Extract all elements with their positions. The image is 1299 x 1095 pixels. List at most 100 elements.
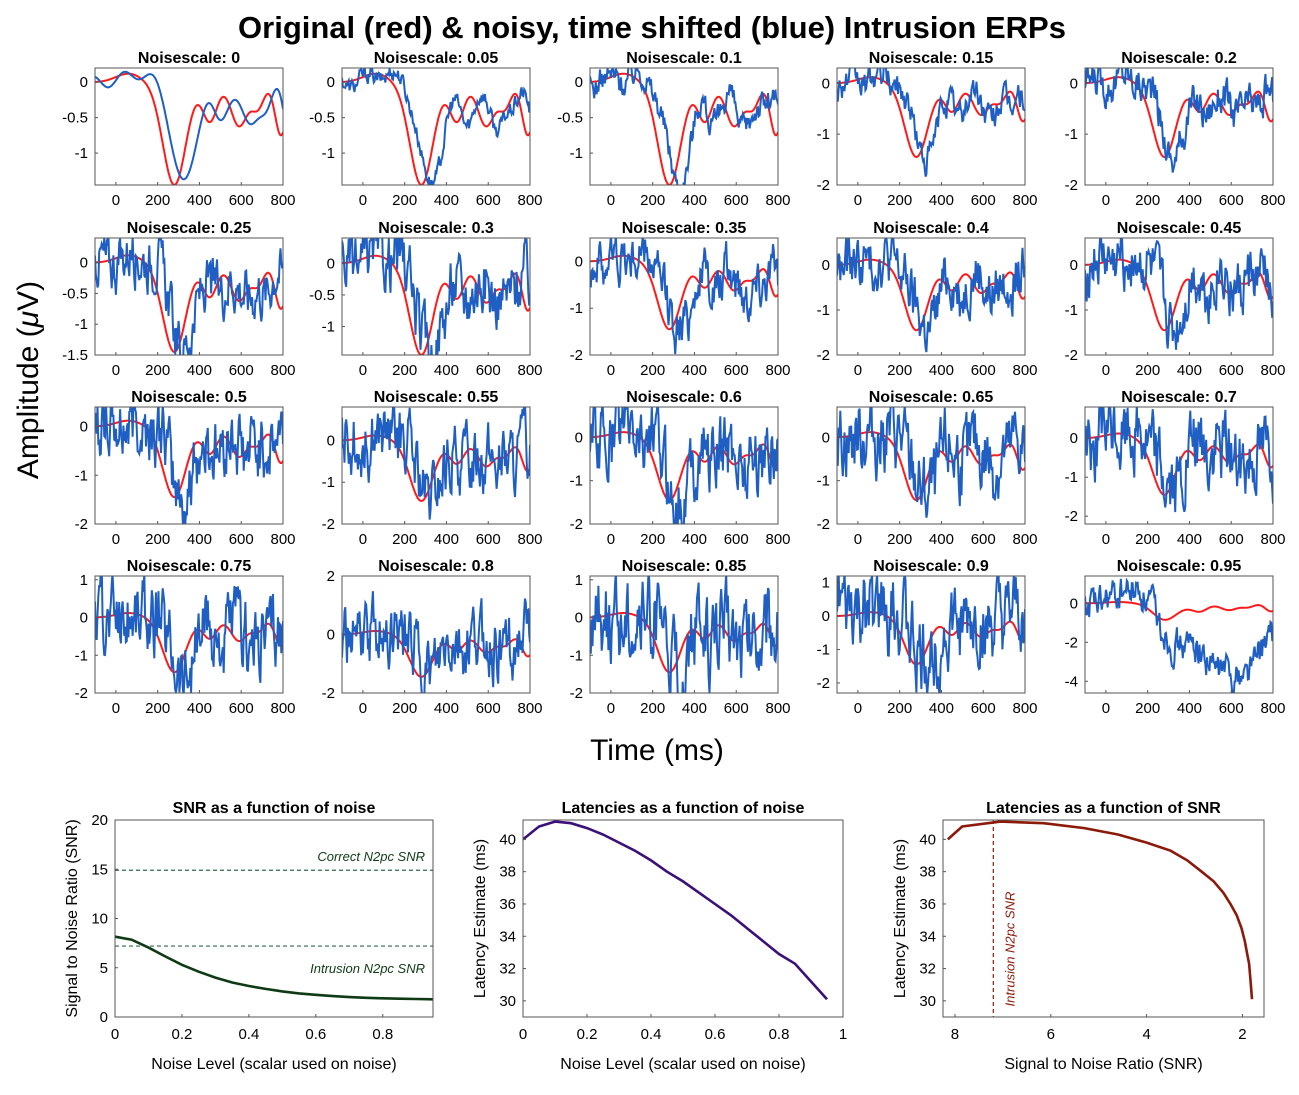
y-tick-label: -1.5 xyxy=(62,347,88,364)
x-tick-label: 800 xyxy=(1260,700,1285,717)
erp-panel: Noisescale: 0.25 0 200 400 600 800 0 -0.5 -1 -1.5 xyxy=(62,220,295,379)
y-tick-label: 10 xyxy=(91,911,108,928)
y-tick-label: -1 xyxy=(817,302,830,319)
x-tick-label: 0.8 xyxy=(769,1026,790,1043)
y-tick-label: 15 xyxy=(91,861,108,878)
y-tick-label: 0 xyxy=(80,255,88,272)
x-tick-label: 800 xyxy=(517,362,542,379)
erp-panel-title: Noisescale: 0 xyxy=(138,50,240,67)
x-tick-label: 200 xyxy=(392,362,417,379)
x-tick-label: 200 xyxy=(640,700,665,717)
erp-panel: Noisescale: 0.8 0 200 400 600 800 2 0 -2 xyxy=(322,558,543,717)
x-tick-label: 0 xyxy=(111,1026,119,1043)
erp-panel: Noisescale: 0.55 0 200 400 600 800 0 -1 -2 xyxy=(322,389,543,548)
x-tick-label: 600 xyxy=(476,531,501,548)
y-tick-label: 36 xyxy=(919,896,936,913)
x-tick-label: 0 xyxy=(854,362,862,379)
erp-panel: Noisescale: 0.7 0 200 400 600 800 0 -1 -2 xyxy=(1065,389,1286,548)
x-tick-label: 600 xyxy=(971,362,996,379)
x-tick-label: 200 xyxy=(145,531,170,548)
x-tick-label: 800 xyxy=(517,700,542,717)
erp-series-noisy xyxy=(590,407,778,524)
y-tick-label: 1 xyxy=(575,572,583,589)
erp-panel-title: Noisescale: 0.2 xyxy=(1121,50,1237,67)
summary-chart-frame xyxy=(942,819,1265,1018)
y-tick-label: 0 xyxy=(100,1009,108,1026)
y-tick-label: -1 xyxy=(75,316,88,333)
erp-panel-title: Noisescale: 0.3 xyxy=(378,220,494,237)
x-tick-label: 600 xyxy=(724,192,749,209)
x-tick-label: 0.4 xyxy=(641,1026,662,1043)
x-tick-label: 6 xyxy=(1047,1026,1055,1043)
erp-panel: Noisescale: 0.6 0 200 400 600 800 0 -1 -2 xyxy=(570,389,791,548)
erp-panel-title: Noisescale: 0.35 xyxy=(622,220,747,237)
x-tick-label: 800 xyxy=(765,700,790,717)
erp-panel-title: Noisescale: 0.6 xyxy=(626,389,742,406)
erp-panel-frame xyxy=(836,237,1026,356)
y-tick-label: -2 xyxy=(817,675,830,692)
x-tick-label: 1 xyxy=(839,1026,847,1043)
x-tick-label: 0.8 xyxy=(372,1026,393,1043)
y-tick-label: 0 xyxy=(327,432,335,449)
erp-series-noisy xyxy=(837,68,1025,177)
y-tick-label: -1 xyxy=(322,145,335,162)
x-tick-label: 600 xyxy=(229,531,254,548)
y-tick-label: 40 xyxy=(919,831,936,848)
y-tick-label: 32 xyxy=(499,961,516,978)
y-tick-label: 0 xyxy=(822,608,830,625)
figure-y-label: Amplitude (μV) xyxy=(12,281,45,479)
x-tick-label: 400 xyxy=(187,531,212,548)
x-tick-label: 200 xyxy=(145,192,170,209)
x-tick-label: 0 xyxy=(1102,700,1110,717)
x-tick-label: 0 xyxy=(112,700,120,717)
x-tick-label: 0.2 xyxy=(172,1026,193,1043)
x-tick-label: 0 xyxy=(359,192,367,209)
y-tick-label: -2 xyxy=(1065,508,1078,525)
x-tick-label: 400 xyxy=(434,192,459,209)
reference-line-label: Correct N2pc SNR xyxy=(317,849,425,864)
y-tick-label: 0 xyxy=(1070,430,1078,447)
x-tick-label: 600 xyxy=(724,700,749,717)
x-tick-label: 400 xyxy=(929,700,954,717)
x-tick-label: 200 xyxy=(887,700,912,717)
x-tick-label: 0 xyxy=(359,700,367,717)
summary-chart-frame xyxy=(522,819,844,1018)
y-tick-label: 5 xyxy=(100,960,108,977)
x-tick-label: 0 xyxy=(112,531,120,548)
y-tick-label: -1 xyxy=(570,145,583,162)
y-tick-label: -1 xyxy=(817,126,830,143)
erp-panel: Noisescale: 0.2 0 200 400 600 800 0 -1 -2 xyxy=(1065,50,1286,209)
y-tick-label: -2 xyxy=(75,685,88,702)
y-tick-label: 0 xyxy=(822,257,830,274)
y-tick-label: 32 xyxy=(919,961,936,978)
erp-panel-title: Noisescale: 0.7 xyxy=(1121,389,1237,406)
y-tick-label: -1 xyxy=(75,467,88,484)
x-tick-label: 0.4 xyxy=(238,1026,259,1043)
erp-panel-frame xyxy=(589,575,779,694)
x-tick-label: 600 xyxy=(1219,192,1244,209)
x-tick-label: 600 xyxy=(724,531,749,548)
x-tick-label: 200 xyxy=(145,362,170,379)
x-tick-label: 800 xyxy=(765,192,790,209)
x-tick-label: 400 xyxy=(1177,700,1202,717)
y-tick-label: -2 xyxy=(1065,177,1078,194)
y-tick-label: -1 xyxy=(570,647,583,664)
erp-series-noisy xyxy=(1085,68,1273,173)
x-tick-label: 800 xyxy=(1260,192,1285,209)
summary-chart: Latencies as a function of SNR Intrusion … xyxy=(892,800,1265,1073)
x-tick-label: 0 xyxy=(607,531,615,548)
erp-panel: Noisescale: 0.85 0 200 400 600 800 1 0 -1 -2 xyxy=(570,558,791,717)
y-tick-label: -4 xyxy=(1065,673,1078,690)
erp-panel: Noisescale: 0.05 0 200 400 600 800 0 -0.5 -1 xyxy=(309,50,542,209)
y-tick-label: -0.5 xyxy=(62,110,88,127)
y-tick-label: 30 xyxy=(499,993,516,1010)
erp-panel-title: Noisescale: 0.4 xyxy=(873,220,989,237)
y-tick-label: 0 xyxy=(327,627,335,644)
summary-series-line xyxy=(523,820,828,1001)
erp-panel-frame xyxy=(94,406,284,525)
erp-panel-frame xyxy=(1084,406,1274,525)
summary-y-label: Latency Estimate (ms) xyxy=(472,839,489,998)
erp-series-noisy xyxy=(590,238,778,355)
erp-series-noisy xyxy=(342,68,530,185)
y-tick-label: 0 xyxy=(327,255,335,272)
